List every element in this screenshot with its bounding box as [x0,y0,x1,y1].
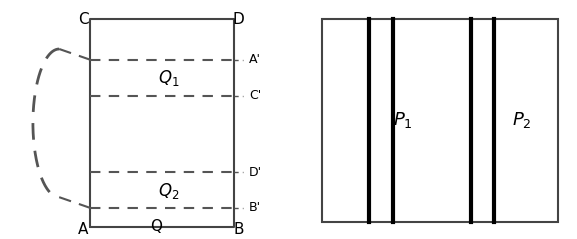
Text: D': D' [249,166,263,179]
Text: $P_1$: $P_1$ [393,109,413,130]
Text: A': A' [249,53,261,66]
Text: $P_2$: $P_2$ [512,109,531,130]
Text: Q: Q [150,219,162,234]
Text: C: C [78,12,88,27]
Bar [322,19,557,222]
Text: $Q_2$: $Q_2$ [159,181,180,201]
Text: C': C' [249,89,261,102]
Text: A: A [78,222,88,237]
Text: B': B' [249,201,261,214]
Text: B: B [233,222,243,237]
Text: $Q_1$: $Q_1$ [159,68,180,88]
Text: D: D [233,12,244,27]
